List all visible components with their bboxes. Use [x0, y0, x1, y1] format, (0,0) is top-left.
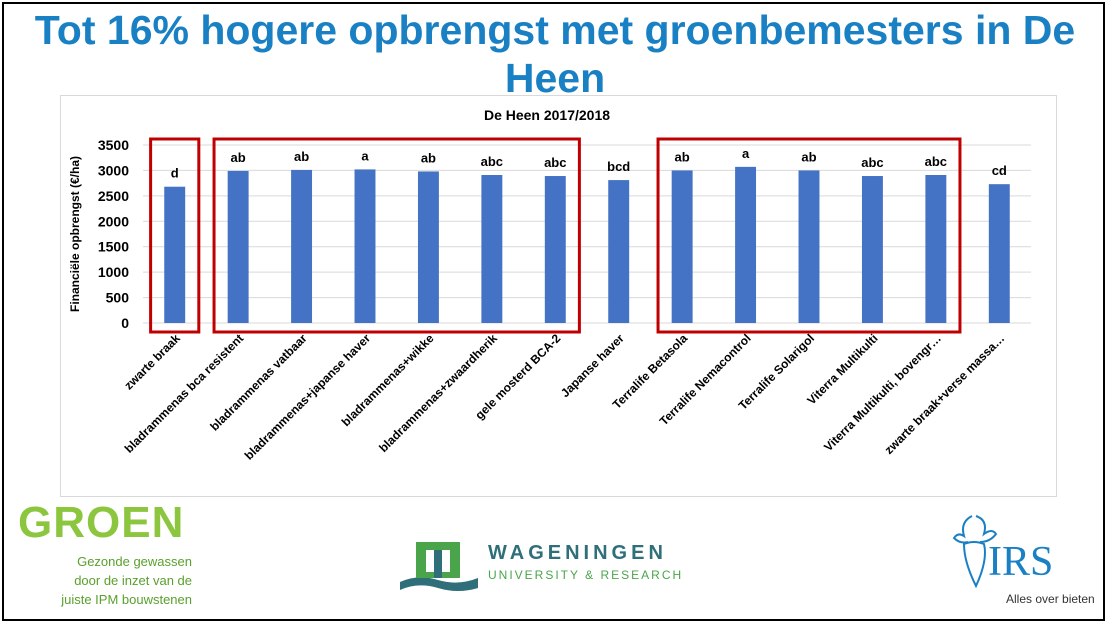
irs-wordmark: IRS: [988, 539, 1054, 585]
bar-data-label: ab: [675, 149, 690, 164]
chart-title: De Heen 2017/2018: [484, 107, 610, 123]
irs-tagline: Alles over bieten: [1006, 592, 1095, 606]
bar: [861, 176, 883, 323]
bar-data-label: d: [171, 166, 179, 181]
bar-data-label: abc: [544, 155, 566, 170]
bar-data-label: abc: [861, 155, 883, 170]
y-tick-label: 3500: [98, 137, 129, 153]
bar-data-label: ab: [801, 149, 816, 164]
bar-data-label: a: [742, 146, 750, 161]
highlight-box: [656, 137, 962, 334]
bar-data-label: ab: [421, 150, 436, 165]
bar-data-label: cd: [992, 163, 1007, 178]
bar: [735, 166, 757, 323]
y-tick-label: 1000: [98, 264, 129, 280]
bar-data-label: ab: [231, 150, 246, 165]
bar: [798, 170, 820, 323]
bar: [988, 184, 1010, 323]
chart-container: De Heen 2017/2018 0 500 1000 1500 2000 2500 300…: [60, 95, 1057, 497]
groen-tagline-line: juiste IPM bouwstenen: [61, 592, 192, 607]
x-tick-label: Viterra Multikulti, bovengr…: [821, 331, 944, 454]
beet-icon: [952, 515, 998, 589]
groen-tagline-line: door de inzet van de: [74, 573, 192, 588]
wageningen-name: WAGENINGEN: [488, 542, 667, 564]
groen-tagline: Gezonde gewassen door de inzet van de ju…: [42, 552, 192, 609]
y-tick-label: 500: [106, 290, 130, 306]
bar: [925, 175, 947, 323]
bar: [544, 176, 566, 323]
bar: [291, 169, 313, 323]
highlight-box: [212, 137, 581, 334]
bar: [671, 170, 693, 323]
y-tick-label: 2000: [98, 213, 129, 229]
x-tick-label: bladrammenas+japanse haver: [242, 331, 374, 463]
slide-title: Tot 16% hogere opbrengst met groenbemest…: [34, 7, 1076, 101]
bar: [608, 180, 630, 323]
bar: [164, 186, 186, 323]
x-tick-label: bladrammenas+zwaardherik: [376, 331, 500, 455]
bar-data-label: abc: [925, 154, 947, 169]
bar-data-label: bcd: [607, 159, 630, 174]
groen-logo-wordmark: GROEN: [18, 498, 185, 547]
y-tick-label: 2500: [98, 188, 129, 204]
x-tick-label: zwarte braak+verse massa…: [882, 331, 1008, 457]
y-axis-label: Financiële opbrengst (€/ha): [68, 156, 82, 312]
bar: [481, 175, 503, 323]
groen-tagline-line: Gezonde gewassen: [77, 554, 192, 569]
bar: [417, 171, 439, 323]
irs-logo: IRS Alles over bieten: [950, 512, 1100, 612]
bar-data-label: abc: [481, 154, 503, 169]
x-tick-label: bladrammenas bca resistent: [122, 331, 247, 456]
bar-chart: De Heen 2017/2018 0 500 1000 1500 2000 2500 300…: [68, 107, 1031, 463]
x-tick-label: zwarte braak: [122, 331, 184, 393]
y-tick-label: 0: [121, 315, 129, 331]
highlight-box: [149, 137, 201, 334]
bar-data-label: a: [361, 148, 369, 163]
groen-logo: GROEN Gezonde gewassen door de inzet van…: [18, 498, 198, 618]
bar: [227, 170, 249, 323]
y-tick-label: 1500: [98, 239, 129, 255]
y-tick-label: 3000: [98, 162, 129, 178]
wageningen-emblem-icon: [400, 542, 478, 591]
x-tick-label: Japanse haver: [558, 331, 627, 400]
bar-data-label: ab: [294, 149, 309, 164]
bar: [354, 169, 376, 323]
wageningen-logo: WAGENINGEN UNIVERSITY & RESEARCH: [398, 536, 708, 596]
wageningen-subtitle: UNIVERSITY & RESEARCH: [488, 568, 684, 582]
